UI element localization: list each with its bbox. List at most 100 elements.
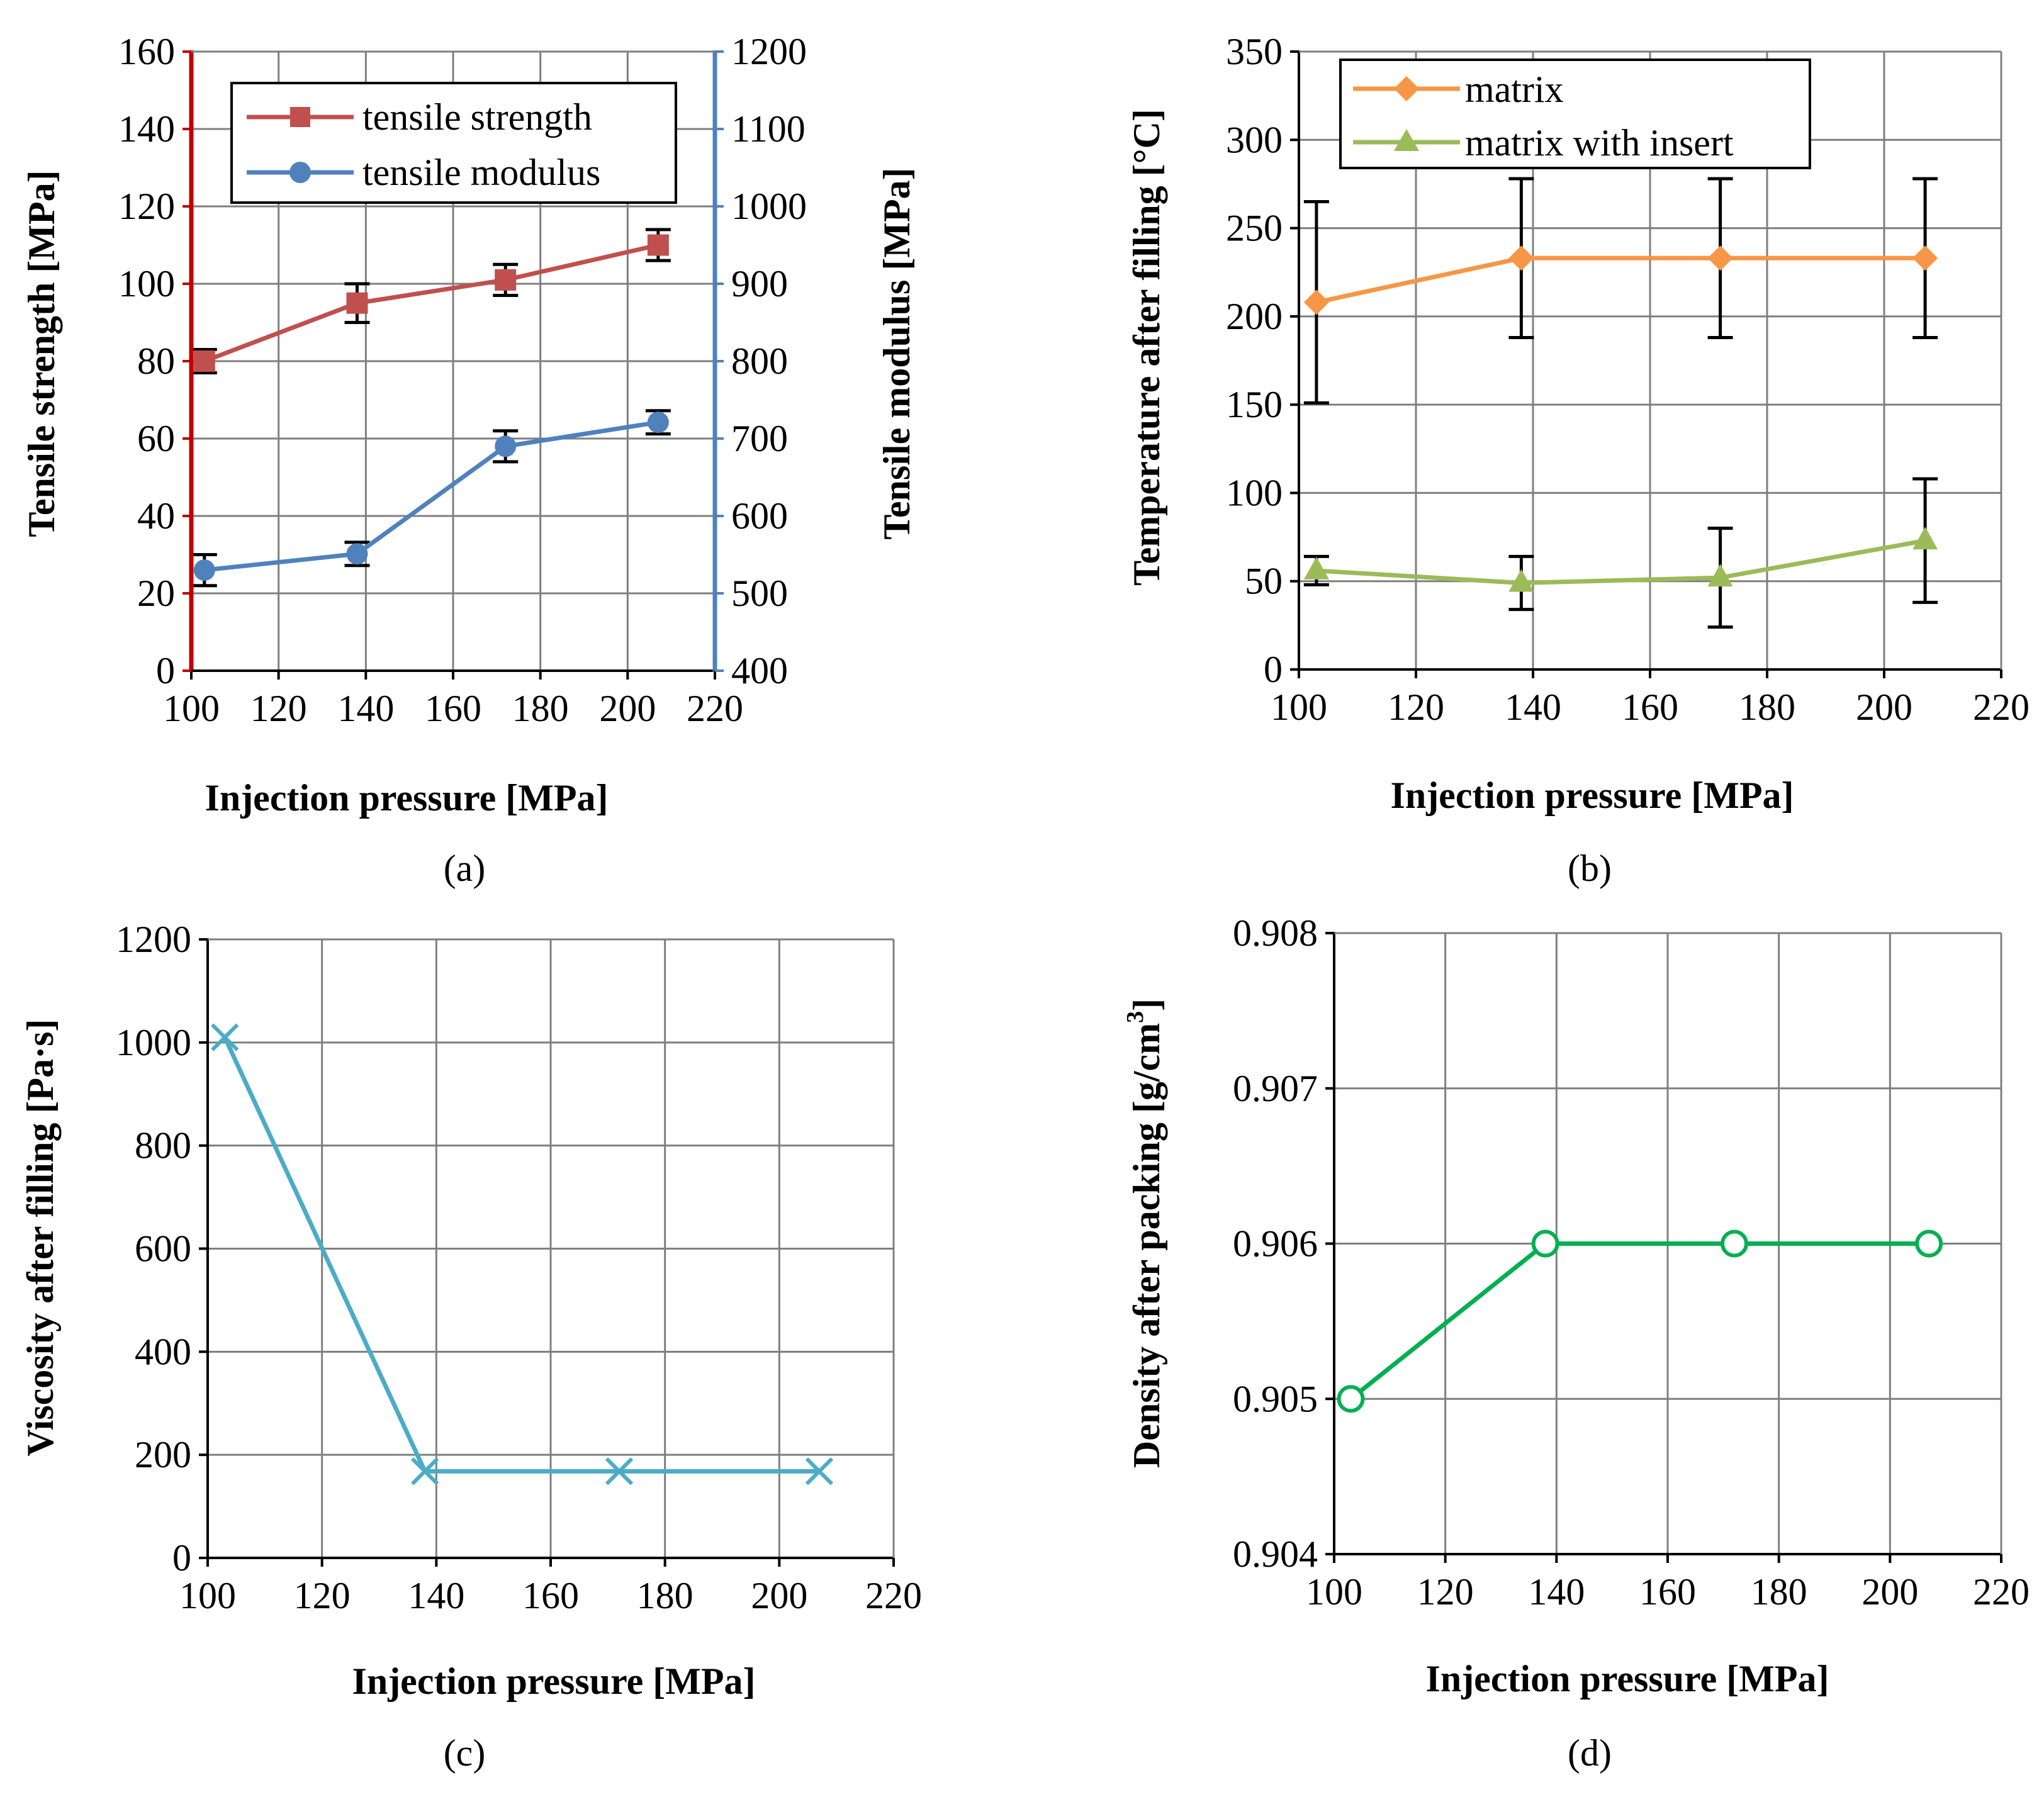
data-point-density	[1531, 1229, 1559, 1258]
data-point-matrix	[1303, 289, 1329, 315]
data-point-tensile-modulus	[647, 411, 669, 434]
x-tick-label: 180	[637, 1575, 694, 1616]
series-line-density	[1349, 1241, 1929, 1401]
chart-a-series	[193, 234, 669, 581]
y-tick-label: 600	[135, 1228, 191, 1270]
x-tick-label: 200	[1856, 686, 1912, 728]
legend-marker-tensile-strength	[290, 107, 310, 127]
x-tick-label: 160	[1639, 1571, 1696, 1613]
y-tick-label: 0	[156, 650, 175, 691]
x-tick-label: 160	[425, 688, 481, 729]
data-point-viscosity	[605, 1457, 634, 1486]
y-tick-label: 250	[1226, 208, 1283, 249]
y-tick-label: 120	[118, 186, 175, 227]
y2-tick-label: 800	[731, 340, 788, 382]
data-point-tensile-strength	[647, 234, 669, 256]
chart-d-y-axis-title-end: ]	[1126, 999, 1167, 1011]
y-tick-label: 160	[118, 31, 175, 72]
chart-c-x-axis-title: Injection pressure [MPa]	[352, 1660, 755, 1702]
y-tick-label: 400	[135, 1331, 191, 1372]
x-tick-label: 140	[1528, 1571, 1585, 1613]
data-point-matrix	[1508, 245, 1534, 271]
data-point-tensile-strength	[495, 269, 517, 291]
y-tick-label: 0	[172, 1537, 191, 1579]
chart-d-tick-labels: 100 120 140 160 180 200 220 0.904 0.905 0.906 0.90…	[1233, 912, 2030, 1613]
chart-b-tick-labels: 100 120 140 160 180 200 220 0 50 100 150 200 250 300 3…	[1226, 31, 2030, 728]
x-tick-label: 100	[1271, 686, 1327, 728]
data-point-matrix-with-insert	[1303, 556, 1329, 579]
series-line-viscosity	[223, 1036, 819, 1474]
chart-d-y-axis-title: Density after packing [g/cm3]	[1122, 999, 1167, 1468]
x-tick-label: 100	[1306, 1571, 1362, 1613]
panel-label-b: (b)	[1568, 848, 1612, 889]
y2-tick-label: 700	[731, 418, 788, 459]
marker-x-stroke	[411, 1457, 439, 1486]
chart-d-series	[1337, 1229, 1943, 1413]
data-point-matrix-with-insert	[1508, 569, 1534, 592]
x-tick-label: 200	[751, 1575, 807, 1616]
y-tick-label: 200	[135, 1434, 191, 1475]
y-tick-label: 200	[1226, 296, 1283, 337]
y-tick-label: 140	[118, 108, 175, 150]
data-point-tensile-modulus	[495, 435, 517, 457]
y-tick-label: 40	[137, 495, 175, 537]
chart-d-x-axis-title: Injection pressure [MPa]	[1425, 1658, 1829, 1699]
y-tick-label: 60	[137, 418, 175, 459]
panel-label-a: (a)	[444, 848, 486, 889]
x-tick-label: 120	[294, 1575, 351, 1616]
panel-label-c: (c)	[444, 1732, 486, 1774]
x-tick-label: 220	[1973, 1571, 2030, 1613]
series-line-tensile-strength	[203, 243, 659, 364]
chart-a-y2-axis-title: Tensile modulus [MPa]	[876, 167, 918, 539]
y2-tick-label: 400	[731, 650, 788, 691]
y-tick-label: 1000	[116, 1022, 191, 1063]
y-tick-label: 800	[135, 1125, 191, 1167]
y-tick-label: 0.908	[1233, 912, 1318, 954]
legend-label-matrix-insert: matrix with insert	[1465, 122, 1734, 164]
series-line-tensile-modulus	[204, 420, 659, 573]
y-tick-label: 1200	[116, 919, 191, 960]
y-tick-label: 100	[118, 263, 175, 305]
x-tick-label: 100	[179, 1575, 236, 1616]
data-point-density	[1721, 1229, 1748, 1258]
chart-d-density: 100 120 140 160 180 200 220 0.904 0.905 0.906 0.90…	[1122, 912, 2030, 1774]
legend-label-tensile-strength: tensile strength	[362, 96, 592, 138]
data-point-viscosity	[805, 1457, 834, 1486]
x-tick-label: 180	[1751, 1571, 1807, 1613]
chart-c-y-axis-title: Viscosity after filling [Pa·s]	[20, 1019, 61, 1457]
y2-tick-label: 1100	[731, 108, 806, 150]
y-tick-label: 0.907	[1233, 1068, 1318, 1109]
legend-label-matrix: matrix	[1465, 69, 1564, 110]
y2-tick-label: 1000	[731, 186, 807, 227]
data-point-tensile-modulus	[193, 559, 215, 581]
chart-d-axes	[1325, 932, 2002, 1563]
y2-tick-label: 600	[731, 495, 788, 537]
chart-c-tick-labels: 100 120 140 160 180 200 220 0 200 400 600 800 1000 12…	[116, 919, 922, 1616]
x-tick-label: 140	[337, 688, 394, 729]
x-tick-label: 220	[687, 688, 743, 729]
data-point-density	[1337, 1385, 1365, 1413]
chart-b-axes	[1290, 50, 2002, 678]
chart-a-legend: tensile strength tensile modulus	[230, 82, 677, 204]
chart-b-legend: matrix matrix with insert	[1339, 59, 1811, 169]
chart-b-series	[1303, 245, 1938, 592]
y2-tick-label: 500	[731, 573, 788, 614]
panel-label-d: (d)	[1568, 1732, 1612, 1774]
x-tick-label: 100	[163, 688, 220, 729]
chart-d-y-axis-title-main: Density after packing [g/cm	[1126, 1023, 1167, 1468]
x-tick-label: 140	[408, 1575, 464, 1616]
y-tick-label: 50	[1245, 561, 1283, 602]
x-tick-label: 180	[512, 688, 569, 729]
chart-c-viscosity: 100 120 140 160 180 200 220 0 200 400 600 800 1000 12…	[20, 919, 922, 1774]
data-point-tensile-modulus	[346, 543, 368, 565]
y-tick-label: 300	[1226, 119, 1283, 160]
y-tick-label: 20	[137, 573, 175, 614]
x-tick-label: 120	[1388, 686, 1444, 728]
x-tick-label: 220	[865, 1575, 922, 1616]
x-tick-label: 120	[1417, 1571, 1474, 1613]
chart-d-y-axis-title-sup: 3	[1122, 1011, 1148, 1023]
x-tick-label: 160	[522, 1575, 579, 1616]
chart-a-axes	[182, 50, 724, 680]
x-tick-label: 200	[1862, 1571, 1918, 1613]
